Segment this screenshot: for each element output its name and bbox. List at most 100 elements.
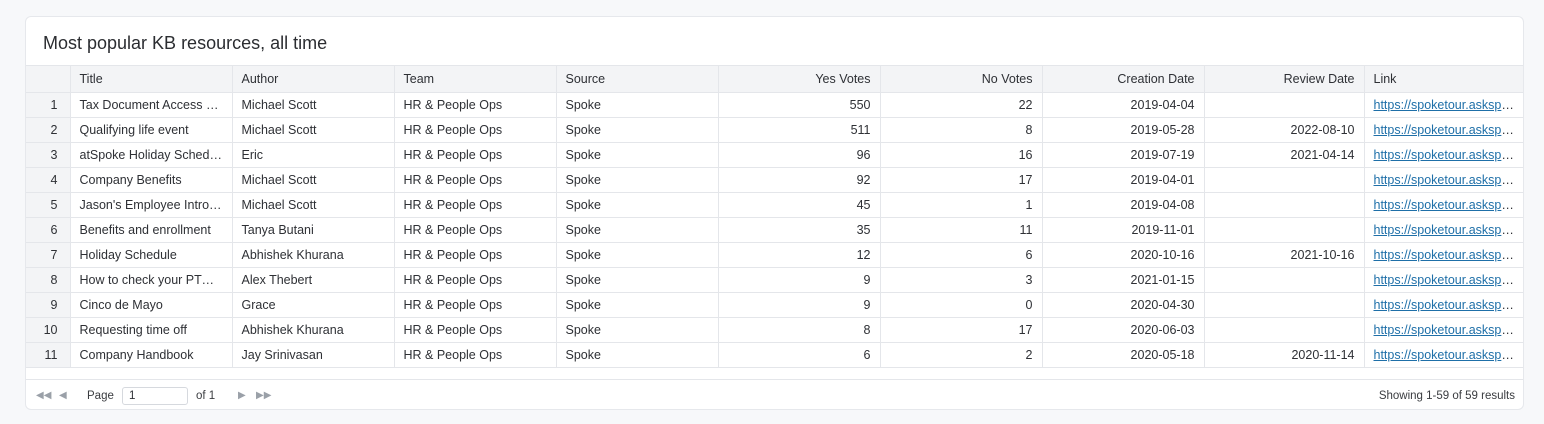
resource-link[interactable]: https://spoketour.askspoke.com — [1373, 98, 1524, 112]
row-number: 3 — [26, 142, 71, 168]
link-cell[interactable]: https://spoketour.askspoke.com — [1363, 267, 1524, 293]
resource-link[interactable]: https://spoketour.askspoke.com — [1373, 148, 1524, 162]
resource-link[interactable]: https://spoketour.askspoke.com — [1373, 223, 1524, 237]
author-cell: Tanya Butani — [231, 217, 395, 243]
creation-date-cell: 2020-04-30 — [1041, 292, 1205, 318]
link-cell[interactable]: https://spoketour.askspoke.com — [1363, 117, 1524, 143]
resource-link[interactable]: https://spoketour.askspoke.com — [1373, 348, 1524, 362]
review-date-cell — [1203, 192, 1365, 218]
title-cell: Benefits and enrollment — [69, 217, 233, 243]
table-row[interactable]: 2 Qualifying life event Michael Scott HR & … — [26, 117, 1524, 143]
row-number: 10 — [26, 317, 71, 343]
title-cell: How to check your PTO balance — [69, 267, 233, 293]
author-cell: Alex Thebert — [231, 267, 395, 293]
prev-page-button[interactable]: ◀ — [59, 380, 67, 409]
team-cell: HR & People Ops — [393, 267, 557, 293]
next-page-button[interactable]: ▶ — [238, 380, 246, 409]
author-cell: Michael Scott — [231, 92, 395, 118]
source-cell: Spoke — [555, 167, 719, 193]
title-cell: Company Handbook — [69, 342, 233, 368]
team-cell: HR & People Ops — [393, 92, 557, 118]
last-page-button[interactable]: ▶▶ — [256, 380, 271, 409]
team-cell: HR & People Ops — [393, 192, 557, 218]
table-row[interactable]: 10 Requesting time off Abhishek Khurana HR … — [26, 317, 1524, 343]
column-header-row-number — [26, 65, 71, 93]
link-cell[interactable]: https://spoketour.askspoke.com — [1363, 217, 1524, 243]
review-date-cell — [1203, 167, 1365, 193]
page-number-input[interactable] — [122, 386, 188, 405]
link-cell[interactable]: https://spoketour.askspoke.com — [1363, 342, 1524, 368]
column-header-source[interactable]: Source — [555, 65, 719, 93]
kb-resources-card: Most popular KB resources, all time Titl… — [25, 16, 1524, 410]
source-cell: Spoke — [555, 242, 719, 268]
link-cell[interactable]: https://spoketour.askspoke.com — [1363, 92, 1524, 118]
next-page-icon: ▶ — [238, 390, 246, 401]
table-row[interactable]: 6 Benefits and enrollment Tanya Butani HR &… — [26, 217, 1524, 243]
team-cell: HR & People Ops — [393, 142, 557, 168]
yes-votes-cell: 9 — [717, 267, 881, 293]
link-cell[interactable]: https://spoketour.askspoke.com — [1363, 317, 1524, 343]
column-header-yes-votes[interactable]: Yes Votes — [717, 65, 881, 93]
row-number: 2 — [26, 117, 71, 143]
resource-link[interactable]: https://spoketour.askspoke.com — [1373, 248, 1524, 262]
creation-date-cell: 2019-04-08 — [1041, 192, 1205, 218]
first-page-icon: ◀◀ — [36, 390, 52, 401]
column-header-team[interactable]: Team — [393, 65, 557, 93]
table-row[interactable]: 4 Company Benefits Michael Scott HR & Peopl… — [26, 167, 1524, 193]
table-row[interactable]: 7 Holiday Schedule Abhishek Khurana HR & Pe… — [26, 242, 1524, 268]
team-cell: HR & People Ops — [393, 117, 557, 143]
creation-date-cell: 2019-05-28 — [1041, 117, 1205, 143]
column-header-title[interactable]: Title — [69, 65, 233, 93]
review-date-cell: 2021-04-14 — [1203, 142, 1365, 168]
page-label: Page — [87, 389, 114, 402]
row-number: 5 — [26, 192, 71, 218]
source-cell: Spoke — [555, 117, 719, 143]
link-cell[interactable]: https://spoketour.askspoke.com — [1363, 192, 1524, 218]
resource-link[interactable]: https://spoketour.askspoke.com — [1373, 123, 1524, 137]
yes-votes-cell: 550 — [717, 92, 881, 118]
source-cell: Spoke — [555, 92, 719, 118]
column-header-author[interactable]: Author — [231, 65, 395, 93]
column-header-creation-date[interactable]: Creation Date — [1041, 65, 1205, 93]
column-header-no-votes[interactable]: No Votes — [879, 65, 1043, 93]
no-votes-cell: 17 — [879, 167, 1043, 193]
title-cell: Requesting time off — [69, 317, 233, 343]
team-cell: HR & People Ops — [393, 317, 557, 343]
creation-date-cell: 2021-01-15 — [1041, 267, 1205, 293]
review-date-cell — [1203, 267, 1365, 293]
first-page-button[interactable]: ◀◀ — [36, 380, 52, 409]
yes-votes-cell: 8 — [717, 317, 881, 343]
prev-page-icon: ◀ — [59, 390, 67, 401]
resource-link[interactable]: https://spoketour.askspoke.com — [1373, 198, 1524, 212]
card-title: Most popular KB resources, all time — [43, 33, 328, 53]
no-votes-cell: 17 — [879, 317, 1043, 343]
creation-date-cell: 2019-04-04 — [1041, 92, 1205, 118]
resource-link[interactable]: https://spoketour.askspoke.com — [1373, 323, 1524, 337]
link-cell[interactable]: https://spoketour.askspoke.com — [1363, 167, 1524, 193]
author-cell: Abhishek Khurana — [231, 317, 395, 343]
table-row[interactable]: 11 Company Handbook Jay Srinivasan HR & Peo… — [26, 342, 1524, 368]
source-cell: Spoke — [555, 217, 719, 243]
resource-link[interactable]: https://spoketour.askspoke.com — [1373, 173, 1524, 187]
column-header-link[interactable]: Link — [1363, 65, 1523, 93]
team-cell: HR & People Ops — [393, 342, 557, 368]
resource-link[interactable]: https://spoketour.askspoke.com — [1373, 298, 1524, 312]
review-date-cell: 2020-11-14 — [1203, 342, 1365, 368]
link-cell[interactable]: https://spoketour.askspoke.com — [1363, 242, 1524, 268]
resource-link[interactable]: https://spoketour.askspoke.com — [1373, 273, 1524, 287]
table-row[interactable]: 3 atSpoke Holiday Schedule Eric HR & People… — [26, 142, 1524, 168]
source-cell: Spoke — [555, 192, 719, 218]
creation-date-cell: 2019-04-01 — [1041, 167, 1205, 193]
link-cell[interactable]: https://spoketour.askspoke.com — [1363, 292, 1524, 318]
link-cell[interactable]: https://spoketour.askspoke.com — [1363, 142, 1524, 168]
column-header-review-date[interactable]: Review Date — [1203, 65, 1365, 93]
table-row[interactable]: 9 Cinco de Mayo Grace HR & People Ops Spoke 9… — [26, 292, 1524, 318]
yes-votes-cell: 45 — [717, 192, 881, 218]
author-cell: Michael Scott — [231, 117, 395, 143]
row-number: 11 — [26, 342, 71, 368]
team-cell: HR & People Ops — [393, 292, 557, 318]
kb-resources-table: Title Author Team Source Yes Votes No Vo… — [26, 65, 1524, 368]
